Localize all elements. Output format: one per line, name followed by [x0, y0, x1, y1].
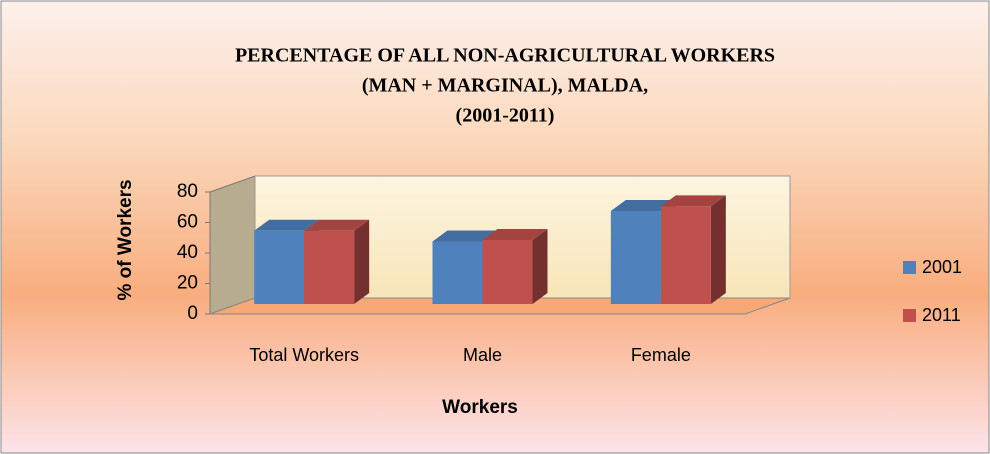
side-wall	[209, 175, 256, 315]
bar-face	[304, 230, 355, 304]
chart-title: PERCENTAGE OF ALL NON-AGRICULTURAL WORKE…	[235, 45, 775, 67]
bar	[304, 219, 370, 304]
bar	[660, 195, 726, 304]
y-tick-label: 80	[177, 181, 198, 202]
legend-swatch	[903, 309, 916, 322]
bar-face	[432, 230, 498, 242]
legend-swatch	[903, 261, 916, 274]
legend-label: 2001	[922, 257, 962, 277]
bar-face	[660, 206, 711, 304]
y-tick-label: 40	[177, 242, 198, 263]
bar-face	[610, 210, 661, 304]
y-axis-label: % of Workers	[115, 179, 136, 300]
bar-face	[254, 230, 305, 304]
x-tick-label: Male	[463, 345, 502, 365]
bar-face	[304, 219, 370, 231]
bar	[482, 228, 548, 304]
chart-title: (2001-2011)	[456, 105, 555, 127]
chart-title: (MAN + MARGINAL), MALDA,	[362, 75, 648, 97]
bar-face	[610, 199, 676, 211]
x-tick-label: Total Workers	[249, 345, 359, 365]
legend-label: 2011	[922, 305, 961, 325]
y-tick-label: 0	[187, 303, 198, 324]
y-tick-label: 60	[177, 212, 198, 233]
y-tick-label: 20	[177, 273, 198, 294]
bar-face	[254, 219, 320, 231]
x-tick-label: Female	[631, 345, 691, 365]
bar-face	[354, 219, 370, 304]
x-axis-label: Workers	[442, 397, 518, 418]
bar-face	[432, 241, 483, 304]
bar-face	[660, 195, 726, 207]
bar-face	[532, 228, 548, 304]
bar-face	[710, 195, 726, 304]
bar-face	[482, 239, 533, 304]
bar-face	[482, 228, 548, 240]
